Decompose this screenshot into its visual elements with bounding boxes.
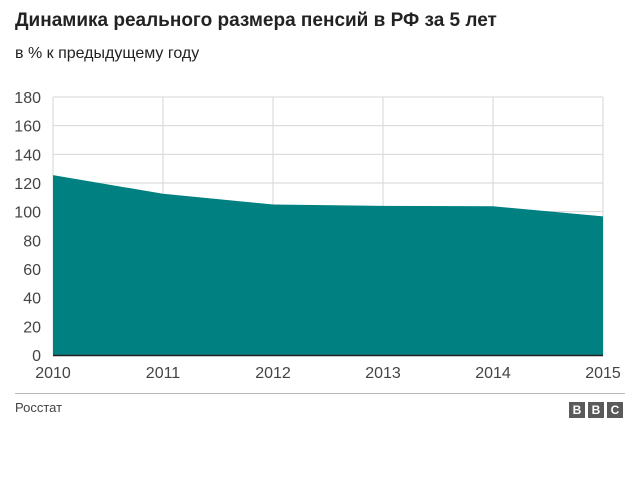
bbc-logo-letter: C	[607, 402, 623, 418]
y-tick-label: 100	[14, 205, 41, 222]
chart-subtitle: в % к предыдущему году	[15, 45, 200, 62]
source-label: Росстат	[15, 400, 63, 415]
y-tick-label: 180	[14, 90, 41, 107]
x-tick-label: 2015	[585, 365, 621, 382]
y-tick-label: 40	[23, 291, 41, 308]
y-tick-label: 80	[23, 233, 41, 250]
x-tick-label: 2011	[146, 365, 181, 382]
area-series	[52, 175, 604, 355]
x-tick-label: 2013	[365, 365, 401, 382]
y-tick-label: 60	[23, 262, 41, 279]
y-axis-tick-labels: 0 20 40 60 80 100 120 140 160 180	[14, 90, 41, 365]
footer-divider	[15, 393, 625, 394]
x-tick-label: 2010	[35, 365, 71, 382]
bbc-logo-letter: B	[588, 402, 604, 418]
x-tick-label: 2012	[255, 365, 291, 382]
y-tick-label: 0	[32, 348, 41, 365]
x-axis-tick-labels: 2010 2011 2012 2013 2014 2015	[35, 365, 621, 382]
chart-title: Динамика реального размера пенсий в РФ з…	[15, 10, 497, 31]
y-tick-label: 160	[14, 119, 41, 136]
y-tick-label: 120	[14, 176, 41, 193]
y-tick-label: 20	[23, 319, 41, 336]
bbc-logo: B B C	[569, 402, 623, 418]
area-fill	[53, 175, 603, 355]
x-tick-label: 2014	[475, 365, 511, 382]
bbc-logo-letter: B	[569, 402, 585, 418]
y-tick-label: 140	[14, 147, 41, 164]
